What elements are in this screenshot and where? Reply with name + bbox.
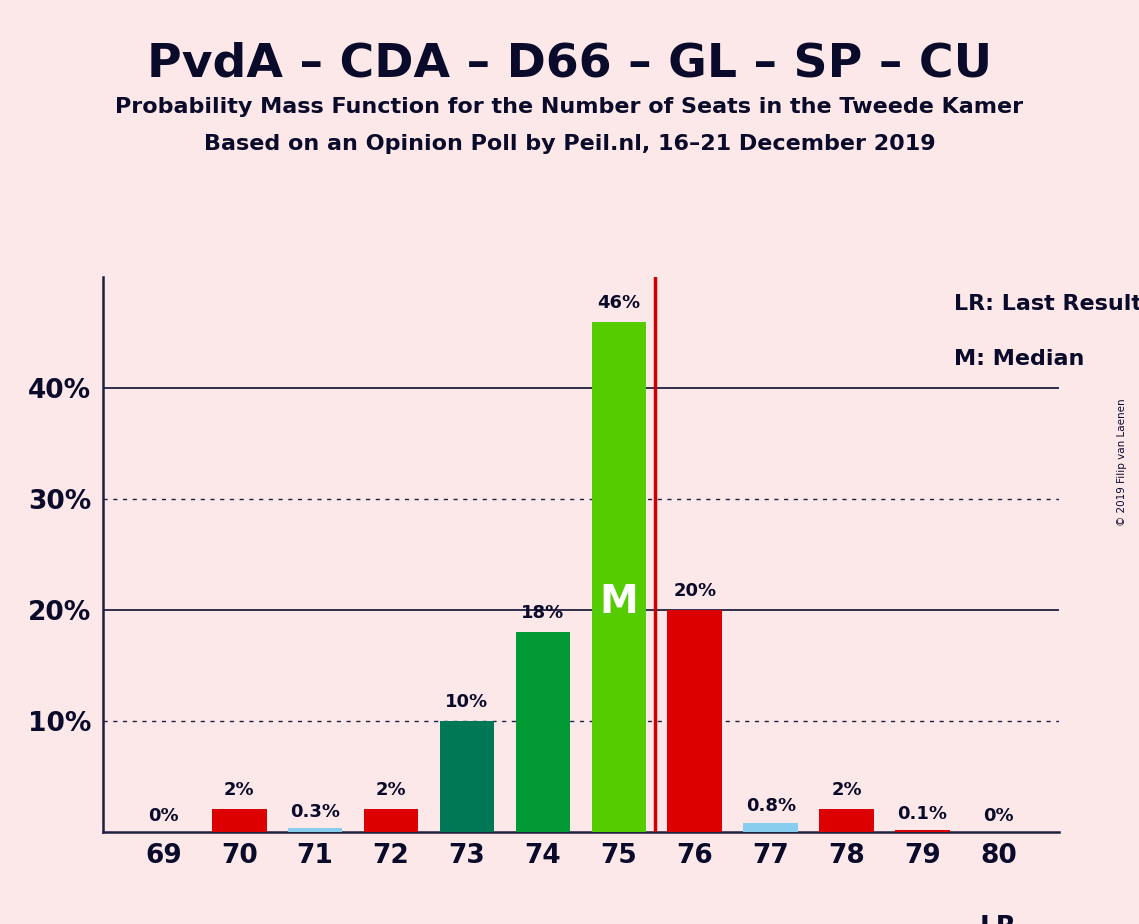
Text: LR: LR	[980, 915, 1017, 924]
Text: 2%: 2%	[831, 782, 862, 799]
Bar	[363, 809, 418, 832]
Text: 0%: 0%	[983, 807, 1014, 825]
Text: 18%: 18%	[522, 604, 565, 622]
Text: 2%: 2%	[224, 782, 254, 799]
Text: 46%: 46%	[597, 294, 640, 311]
Bar	[819, 809, 874, 832]
Text: © 2019 Filip van Laenen: © 2019 Filip van Laenen	[1117, 398, 1126, 526]
Bar	[895, 831, 950, 832]
Text: M: M	[599, 583, 638, 621]
Text: M: Median: M: Median	[954, 349, 1084, 370]
Text: PvdA – CDA – D66 – GL – SP – CU: PvdA – CDA – D66 – GL – SP – CU	[147, 42, 992, 87]
Bar	[212, 809, 267, 832]
Text: 2%: 2%	[376, 782, 407, 799]
Text: 0.1%: 0.1%	[898, 805, 948, 822]
Text: Based on an Opinion Poll by Peil.nl, 16–21 December 2019: Based on an Opinion Poll by Peil.nl, 16–…	[204, 134, 935, 154]
Bar	[288, 828, 343, 832]
Bar	[591, 322, 646, 832]
Bar	[744, 822, 798, 832]
Bar	[440, 721, 494, 832]
Bar	[516, 632, 571, 832]
Text: 10%: 10%	[445, 693, 489, 711]
Bar	[667, 610, 722, 832]
Text: Probability Mass Function for the Number of Seats in the Tweede Kamer: Probability Mass Function for the Number…	[115, 97, 1024, 117]
Text: 0%: 0%	[148, 807, 179, 825]
Text: 0.3%: 0.3%	[290, 803, 341, 821]
Text: 20%: 20%	[673, 582, 716, 600]
Text: LR: Last Result: LR: Last Result	[954, 294, 1139, 314]
Text: 0.8%: 0.8%	[746, 797, 796, 815]
